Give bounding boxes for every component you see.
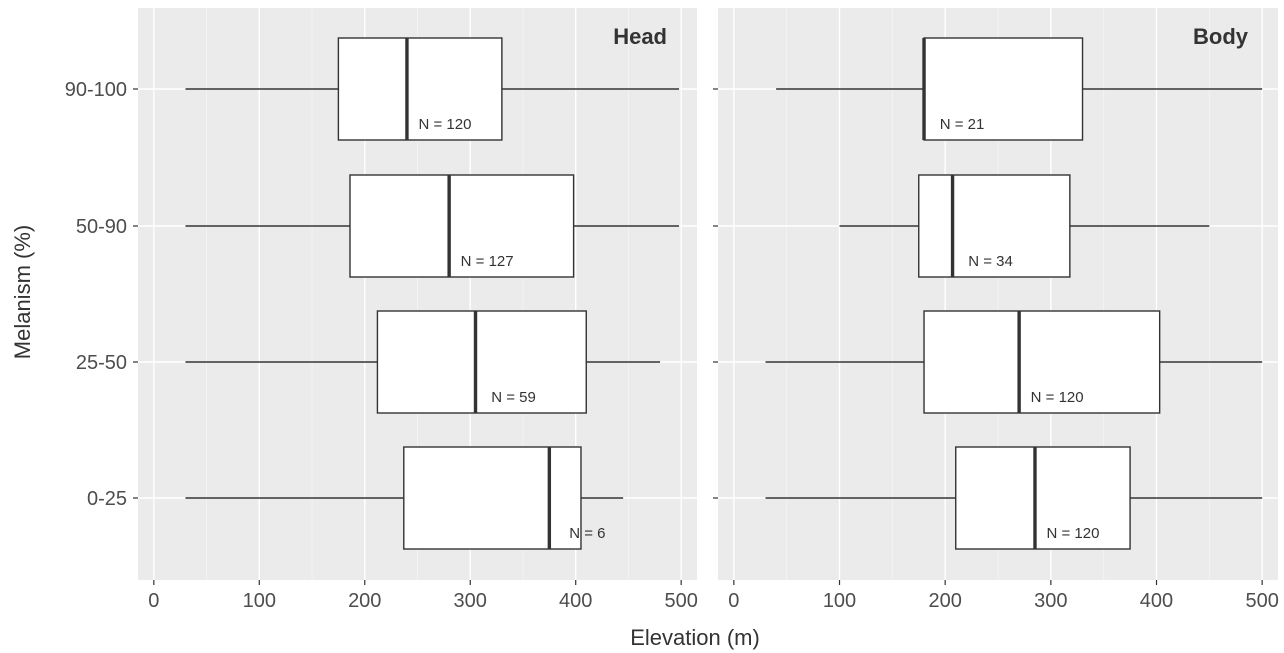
iqr-box — [376, 310, 587, 414]
x-tick-label: 0 — [148, 590, 159, 612]
box-25-50: N = 59 — [185, 310, 661, 414]
y-axis-title: Melanism (%) — [10, 225, 35, 359]
x-tick-label: 200 — [928, 590, 961, 612]
n-label: N = 127 — [461, 253, 514, 270]
x-axis-title: Elevation (m) — [630, 625, 760, 650]
iqr-box — [923, 310, 1161, 414]
iqr-box — [923, 37, 1084, 141]
x-tick-label: 300 — [454, 590, 487, 612]
box-0-25: N = 6 — [185, 446, 624, 550]
y-axis: 0-25 25-50 50-90 90-100 — [65, 79, 127, 510]
n-label: N = 120 — [418, 116, 471, 133]
x-tick-label: 300 — [1034, 590, 1067, 612]
n-label: N = 6 — [569, 525, 605, 542]
iqr-box — [403, 446, 582, 550]
panel-body: 0 100 200 300 400 500 N = 120 N = 120 N = 34 N = … — [713, 8, 1279, 612]
box-50-90: N = 127 — [185, 174, 680, 278]
x-tick-label: 500 — [664, 590, 697, 612]
panels-layer: 0 100 200 300 400 500 N = 6 N = 59 N = 127 N = 12… — [133, 8, 1279, 612]
panel-head: 0 100 200 300 400 500 N = 6 N = 59 N = 127 N = 12… — [133, 8, 698, 612]
x-tick-label: 400 — [1140, 590, 1173, 612]
facet-label: Body — [1193, 24, 1249, 49]
x-tick-label: 100 — [243, 590, 276, 612]
n-label: N = 21 — [940, 116, 985, 133]
x-tick-label: 200 — [348, 590, 381, 612]
facet-label: Head — [613, 24, 667, 49]
box-25-50: N = 120 — [765, 310, 1263, 414]
x-tick-label: 400 — [559, 590, 592, 612]
y-tick-label: 90-100 — [65, 79, 127, 101]
x-tick-label: 500 — [1245, 590, 1278, 612]
box-50-90: N = 34 — [839, 174, 1210, 278]
iqr-box — [918, 174, 1071, 278]
iqr-box — [955, 446, 1131, 550]
n-label: N = 59 — [491, 389, 536, 406]
box-0-25: N = 120 — [765, 446, 1263, 550]
n-label: N = 34 — [968, 253, 1013, 270]
x-tick-label: 100 — [823, 590, 856, 612]
iqr-box — [349, 174, 575, 278]
y-tick-label: 25-50 — [76, 352, 127, 374]
x-tick-label: 0 — [728, 590, 739, 612]
y-tick-label: 0-25 — [87, 488, 127, 510]
box-90-100: N = 120 — [185, 37, 680, 141]
n-label: N = 120 — [1046, 525, 1099, 542]
n-label: N = 120 — [1031, 389, 1084, 406]
iqr-box — [337, 37, 503, 141]
y-tick-label: 50-90 — [76, 216, 127, 238]
box-90-100: N = 21 — [776, 37, 1263, 141]
